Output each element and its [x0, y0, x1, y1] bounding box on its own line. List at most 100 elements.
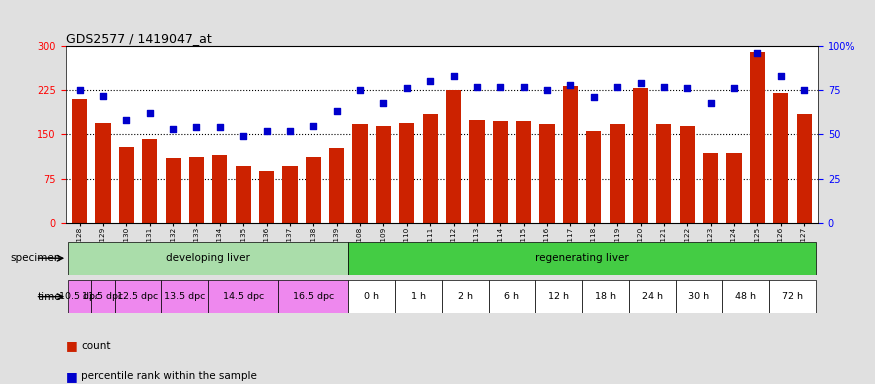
Text: ■: ■: [66, 370, 77, 383]
Text: count: count: [81, 341, 111, 351]
Bar: [726, 153, 742, 223]
Bar: [278, 280, 348, 313]
Point: [493, 84, 507, 90]
Bar: [423, 114, 438, 223]
Bar: [305, 157, 321, 223]
Bar: [348, 280, 396, 313]
Bar: [488, 280, 536, 313]
Text: developing liver: developing liver: [166, 253, 250, 263]
Text: time: time: [38, 291, 61, 302]
Bar: [95, 122, 110, 223]
Bar: [750, 52, 765, 223]
Text: 24 h: 24 h: [641, 292, 662, 301]
Point: [797, 87, 811, 93]
Bar: [208, 280, 278, 313]
Bar: [722, 280, 769, 313]
Text: 13.5 dpc: 13.5 dpc: [164, 292, 206, 301]
Bar: [72, 99, 88, 223]
Text: 14.5 dpc: 14.5 dpc: [222, 292, 264, 301]
Text: percentile rank within the sample: percentile rank within the sample: [81, 371, 257, 381]
Point: [119, 117, 133, 123]
Bar: [469, 120, 485, 223]
Bar: [774, 93, 788, 223]
Point: [774, 73, 788, 79]
Bar: [235, 166, 251, 223]
Bar: [563, 86, 578, 223]
Point: [727, 85, 741, 91]
Point: [516, 84, 530, 90]
Bar: [353, 124, 367, 223]
Point: [190, 124, 204, 131]
Bar: [115, 280, 162, 313]
Bar: [586, 131, 601, 223]
Bar: [259, 171, 274, 223]
Bar: [189, 157, 204, 223]
Point: [634, 80, 648, 86]
Bar: [656, 124, 671, 223]
Point: [306, 122, 320, 129]
Bar: [91, 280, 115, 313]
Point: [166, 126, 180, 132]
Point: [213, 124, 227, 131]
Text: 16.5 dpc: 16.5 dpc: [293, 292, 334, 301]
Text: ■: ■: [66, 339, 77, 352]
Bar: [703, 153, 718, 223]
Bar: [376, 126, 391, 223]
Point: [376, 99, 390, 106]
Bar: [769, 280, 816, 313]
Text: 11.5 dpc: 11.5 dpc: [82, 292, 123, 301]
Bar: [348, 242, 816, 275]
Point: [260, 128, 274, 134]
Bar: [283, 166, 298, 223]
Bar: [493, 121, 507, 223]
Point: [424, 78, 438, 84]
Bar: [680, 126, 695, 223]
Bar: [213, 155, 228, 223]
Point: [704, 99, 717, 106]
Point: [143, 110, 157, 116]
Text: 72 h: 72 h: [782, 292, 803, 301]
Point: [96, 93, 110, 99]
Text: 1 h: 1 h: [411, 292, 426, 301]
Point: [354, 87, 367, 93]
Text: 12 h: 12 h: [549, 292, 570, 301]
Bar: [610, 124, 625, 223]
Bar: [796, 114, 812, 223]
Bar: [68, 242, 348, 275]
Text: 2 h: 2 h: [458, 292, 472, 301]
Bar: [442, 280, 488, 313]
Text: 10.5 dpc: 10.5 dpc: [59, 292, 101, 301]
Bar: [68, 280, 91, 313]
Bar: [396, 280, 442, 313]
Bar: [582, 280, 629, 313]
Point: [680, 85, 694, 91]
Text: 12.5 dpc: 12.5 dpc: [117, 292, 158, 301]
Bar: [446, 90, 461, 223]
Point: [330, 108, 344, 114]
Point: [610, 84, 624, 90]
Bar: [142, 139, 158, 223]
Bar: [165, 158, 181, 223]
Bar: [119, 147, 134, 223]
Bar: [329, 148, 344, 223]
Text: 18 h: 18 h: [595, 292, 616, 301]
Bar: [629, 280, 676, 313]
Bar: [162, 280, 208, 313]
Text: 0 h: 0 h: [364, 292, 379, 301]
Text: specimen: specimen: [10, 253, 61, 263]
Point: [283, 128, 297, 134]
Point: [446, 73, 460, 79]
Bar: [399, 122, 415, 223]
Point: [73, 87, 87, 93]
Point: [540, 87, 554, 93]
Point: [236, 133, 250, 139]
Text: regenerating liver: regenerating liver: [536, 253, 629, 263]
Text: GDS2577 / 1419047_at: GDS2577 / 1419047_at: [66, 32, 212, 45]
Bar: [540, 124, 555, 223]
Point: [751, 50, 765, 56]
Text: 30 h: 30 h: [689, 292, 710, 301]
Point: [657, 84, 671, 90]
Text: 6 h: 6 h: [505, 292, 520, 301]
Text: 48 h: 48 h: [735, 292, 756, 301]
Point: [400, 85, 414, 91]
